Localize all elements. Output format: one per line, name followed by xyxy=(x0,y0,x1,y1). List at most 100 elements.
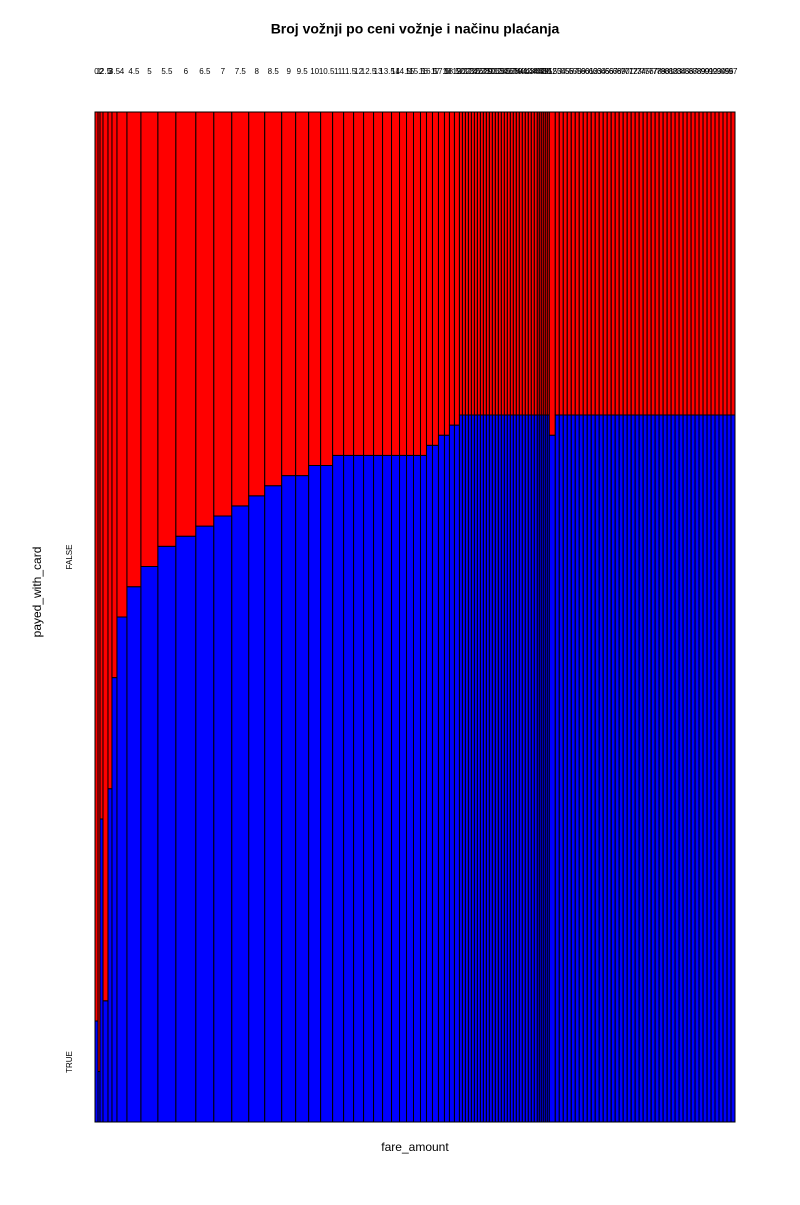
mosaic-tile xyxy=(116,616,128,1123)
mosaic-tile xyxy=(626,111,632,416)
mosaic-tile xyxy=(248,495,266,1123)
x-tick-label: 73 xyxy=(633,67,642,76)
x-tick-label: 16.5 xyxy=(422,67,438,76)
mosaic-tile xyxy=(646,111,652,416)
mosaic-tile xyxy=(570,111,576,416)
mosaic-tile xyxy=(562,111,568,416)
x-tick-label: 75 xyxy=(641,67,650,76)
mosaic-tile xyxy=(574,414,580,1123)
x-tick-label: 11 xyxy=(334,67,343,76)
mosaic-tile xyxy=(598,111,604,416)
mosaic-tile xyxy=(332,454,345,1123)
mosaic-tile xyxy=(419,454,427,1123)
mosaic-tile xyxy=(606,414,612,1123)
x-tick-label: 23 xyxy=(465,67,474,76)
mosaic-tile xyxy=(718,111,724,416)
mosaic-tile xyxy=(678,111,684,416)
x-tick-label: 12 xyxy=(354,67,363,76)
x-tick-label: 17 xyxy=(431,67,440,76)
mosaic-tile xyxy=(308,111,322,466)
mosaic-tile xyxy=(231,505,250,1123)
mosaic-tile xyxy=(363,111,375,456)
mosaic-tile xyxy=(722,111,728,416)
mosaic-tile xyxy=(578,414,584,1123)
mosaic-tile xyxy=(562,414,568,1123)
mosaic-tile xyxy=(714,414,720,1123)
mosaic-tile xyxy=(718,414,724,1123)
x-tick-label: 68 xyxy=(613,67,622,76)
x-tick-label: 10 xyxy=(310,67,319,76)
mosaic-tile xyxy=(382,111,393,456)
mosaic-tile xyxy=(582,111,588,416)
mosaic-tile xyxy=(606,111,612,416)
y-level-label: FALSE xyxy=(65,545,74,570)
x-tick-label: 74 xyxy=(637,67,646,76)
x-tick-label: 65 xyxy=(601,67,610,76)
mosaic-tile xyxy=(431,444,439,1123)
mosaic-tile xyxy=(373,111,384,456)
mosaic-tile xyxy=(650,111,656,416)
x-tick-label: 43 xyxy=(525,67,534,76)
x-tick-label: 97 xyxy=(729,67,738,76)
mosaic-tile xyxy=(353,111,365,456)
x-tick-label: 80 xyxy=(661,67,670,76)
x-tick-label: 10.5 xyxy=(319,67,335,76)
x-tick-label: 27 xyxy=(477,67,486,76)
mosaic-tile xyxy=(554,414,560,1123)
mosaic-tile xyxy=(281,111,297,477)
mosaic-tile xyxy=(622,414,628,1123)
x-tick-label: 93 xyxy=(713,67,722,76)
mosaic-tile xyxy=(264,111,283,487)
mosaic-tile xyxy=(602,111,608,416)
mosaic-tile xyxy=(726,111,732,416)
mosaic-tile xyxy=(602,414,608,1123)
mosaic-tile xyxy=(558,414,564,1123)
mosaic-tile xyxy=(102,1000,109,1123)
mosaic-tile xyxy=(674,414,680,1123)
x-tick-label: 77 xyxy=(649,67,658,76)
mosaic-tile xyxy=(586,414,592,1123)
mosaic-tile xyxy=(308,465,322,1123)
mosaic-tile xyxy=(195,525,215,1123)
mosaic-tile xyxy=(710,414,716,1123)
x-tick-label: 72 xyxy=(629,67,638,76)
x-tick-label: 58 xyxy=(573,67,582,76)
mosaic-tile xyxy=(678,414,684,1123)
mosaic-tile xyxy=(662,414,668,1123)
mosaic-tile xyxy=(690,111,696,416)
mosaic-tile xyxy=(126,586,142,1123)
x-tick-label: 52 xyxy=(548,67,557,76)
x-tick-label: 47 xyxy=(536,67,545,76)
x-tick-label: 59 xyxy=(577,67,586,76)
x-tick-label: 25 xyxy=(471,67,480,76)
x-tick-label: 51 xyxy=(544,67,553,76)
x-tick-label: 39 xyxy=(513,67,522,76)
mosaic-tile xyxy=(642,414,648,1123)
mosaic-tile xyxy=(175,111,197,537)
mosaic-tile xyxy=(448,111,455,426)
x-tick-label: 44 xyxy=(528,67,537,76)
x-tick-label: 79 xyxy=(657,67,666,76)
mosaic-tile xyxy=(413,111,421,456)
x-tick-label: 60 xyxy=(581,67,590,76)
x-tick-label: 12.5 xyxy=(361,67,377,76)
x-tick-label: 50 xyxy=(542,67,551,76)
mosaic-tile xyxy=(554,111,560,416)
x-tick-label: 6 xyxy=(184,67,189,76)
mosaic-tile xyxy=(107,111,113,790)
mosaic-tile xyxy=(281,475,297,1123)
mosaic-tile xyxy=(413,454,421,1123)
mosaic-tile xyxy=(419,111,427,456)
x-tick-label: 2.5 xyxy=(100,67,112,76)
mosaic-tile xyxy=(213,111,233,517)
x-tick-label: 56 xyxy=(565,67,574,76)
mosaic-tile xyxy=(670,111,676,416)
mosaic-tile xyxy=(686,414,692,1123)
x-tick-label: 66 xyxy=(605,67,614,76)
mosaic-tile xyxy=(157,545,177,1123)
x-tick-label: 8 xyxy=(255,67,260,76)
mosaic-tile xyxy=(353,454,365,1123)
x-tick-label: 29 xyxy=(483,67,492,76)
mosaic-tile xyxy=(662,111,668,416)
mosaic-tile xyxy=(626,414,632,1123)
